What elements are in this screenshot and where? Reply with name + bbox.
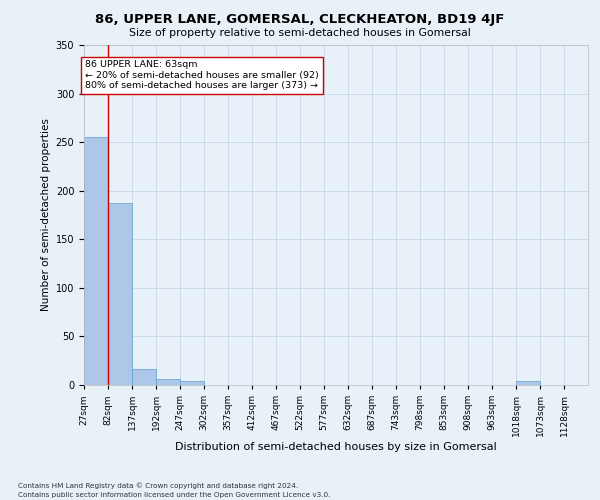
Text: 86 UPPER LANE: 63sqm
← 20% of semi-detached houses are smaller (92)
80% of semi-: 86 UPPER LANE: 63sqm ← 20% of semi-detac… [85,60,319,90]
X-axis label: Distribution of semi-detached houses by size in Gomersal: Distribution of semi-detached houses by … [175,442,497,452]
Bar [156,379,180,385]
Text: Contains HM Land Registry data © Crown copyright and database right 2024.: Contains HM Land Registry data © Crown c… [18,482,298,489]
Bar [84,138,108,385]
Bar [180,381,204,385]
Bar [516,381,540,385]
Text: Size of property relative to semi-detached houses in Gomersal: Size of property relative to semi-detach… [129,28,471,38]
Bar [132,370,156,385]
Y-axis label: Number of semi-detached properties: Number of semi-detached properties [41,118,52,312]
Text: 86, UPPER LANE, GOMERSAL, CLECKHEATON, BD19 4JF: 86, UPPER LANE, GOMERSAL, CLECKHEATON, B… [95,12,505,26]
Text: Contains public sector information licensed under the Open Government Licence v3: Contains public sector information licen… [18,492,331,498]
Bar [108,204,132,385]
